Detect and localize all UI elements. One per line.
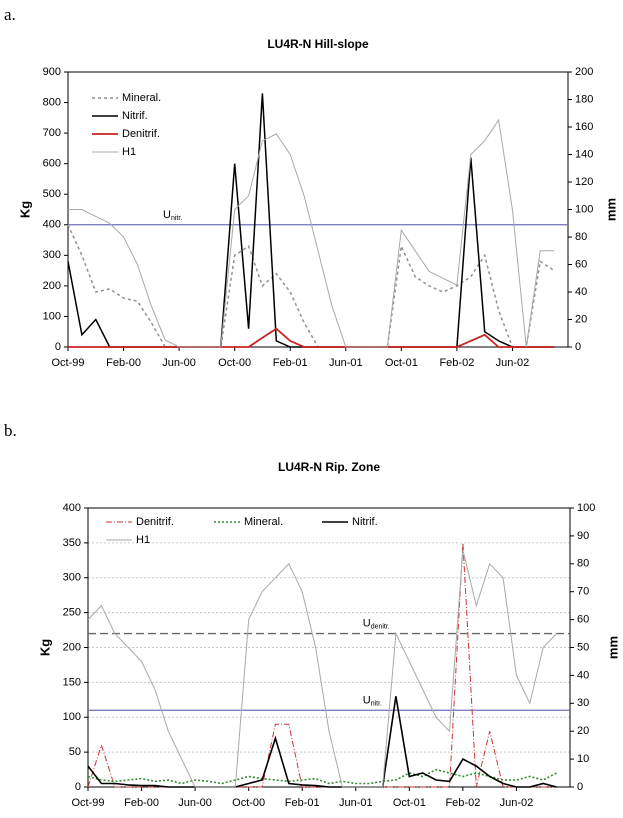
y-tick-label: 700 (43, 127, 61, 139)
reference-label-sub: nitr. (371, 700, 382, 707)
series-line (68, 327, 555, 348)
y2-tick-label: 80 (577, 558, 589, 570)
x-tick-label: Jun-02 (496, 357, 530, 369)
x-tick-label: Feb-00 (106, 357, 141, 369)
y-tick-label: 900 (43, 66, 61, 78)
y-tick-label: 50 (69, 746, 81, 758)
y-tick-label: 400 (63, 502, 81, 514)
y2-tick-label: 100 (577, 502, 595, 514)
legend-label: Mineral. (244, 516, 283, 528)
x-tick-label: Jun-00 (178, 797, 212, 809)
series-line (87, 768, 557, 785)
y2-tick-label: 30 (577, 697, 589, 709)
series-line (87, 696, 557, 788)
y2-tick-label: 0 (577, 781, 583, 793)
y2-tick-label: 160 (575, 121, 593, 133)
y-tick-label: 100 (63, 711, 81, 723)
legend-label: Denitrif. (136, 516, 174, 528)
x-tick-label: Feb-02 (439, 357, 474, 369)
y2-tick-label: 40 (577, 669, 589, 681)
y-tick-label: 150 (63, 676, 81, 688)
y-tick-label: 300 (43, 249, 61, 261)
y2-tick-label: 20 (577, 725, 589, 737)
reference-label: Udenitr. (363, 617, 390, 630)
y-tick-label: 350 (63, 537, 81, 549)
x-tick-label: Feb-01 (273, 357, 308, 369)
y2-axis-label: mm (603, 198, 618, 221)
y-tick-label: 0 (75, 781, 81, 793)
y2-tick-label: 70 (577, 586, 589, 598)
reference-label-sub: denitr. (371, 623, 390, 630)
x-tick-label: Feb-01 (285, 797, 320, 809)
chart-title: LU4R-N Rip. Zone (278, 460, 380, 474)
y2-tick-label: 20 (575, 313, 587, 325)
y-axis-label: Kg (17, 201, 32, 218)
reference-label-main: U (363, 694, 371, 706)
x-tick-label: Oct-99 (51, 357, 84, 369)
y2-tick-label: 60 (575, 258, 587, 270)
legend-label: H1 (122, 146, 136, 158)
legend-label: H1 (136, 534, 150, 546)
y2-tick-label: 80 (575, 231, 587, 243)
x-tick-label: Feb-00 (124, 797, 159, 809)
reference-label: Unitr. (363, 694, 382, 707)
series-line (68, 118, 555, 348)
y-tick-label: 500 (43, 188, 61, 200)
y2-tick-label: 0 (575, 341, 581, 353)
y2-tick-label: 180 (575, 93, 593, 105)
y-tick-label: 800 (43, 96, 61, 108)
y-tick-label: 0 (55, 341, 61, 353)
x-tick-label: Oct-00 (218, 357, 251, 369)
series-line (67, 224, 555, 348)
y2-tick-label: 10 (577, 753, 589, 765)
panel-label: b. (4, 421, 17, 440)
x-tick-label: Jun-01 (329, 357, 363, 369)
y2-axis-label: mm (605, 636, 620, 659)
y2-tick-label: 200 (575, 66, 593, 78)
y2-tick-label: 100 (575, 203, 593, 215)
y2-tick-label: 120 (575, 176, 593, 188)
reference-label-main: U (163, 209, 171, 221)
x-tick-label: Oct-01 (393, 797, 426, 809)
series-line (87, 542, 557, 788)
y2-tick-label: 60 (577, 614, 589, 626)
x-tick-label: Jun-00 (162, 357, 196, 369)
y2-tick-label: 40 (575, 286, 587, 298)
y-tick-label: 600 (43, 158, 61, 170)
y2-tick-label: 140 (575, 148, 593, 160)
legend-label: Nitrif. (122, 110, 148, 122)
y2-tick-label: 90 (577, 530, 589, 542)
y-tick-label: 400 (43, 219, 61, 231)
reference-label: Unitr. (163, 209, 182, 222)
legend-label: Nitrif. (352, 516, 378, 528)
y-tick-label: 100 (43, 310, 61, 322)
y-axis-label: Kg (37, 639, 52, 656)
y-tick-label: 200 (63, 641, 81, 653)
panel-label: a. (4, 5, 16, 24)
series-line (87, 549, 557, 788)
reference-label-sub: nitr. (171, 215, 182, 222)
reference-label-main: U (363, 617, 371, 629)
y-tick-label: 300 (63, 572, 81, 584)
legend-label: Denitrif. (122, 128, 160, 140)
y2-tick-label: 50 (577, 641, 589, 653)
y-tick-label: 250 (63, 607, 81, 619)
legend-label: Mineral. (122, 92, 161, 104)
chart-title: LU4R-N Hill-slope (267, 37, 369, 51)
y-tick-label: 200 (43, 280, 61, 292)
x-tick-label: Oct-01 (385, 357, 418, 369)
x-tick-label: Feb-02 (445, 797, 480, 809)
x-tick-label: Jun-02 (500, 797, 534, 809)
x-tick-label: Oct-99 (71, 797, 104, 809)
x-tick-label: Oct-00 (232, 797, 265, 809)
x-tick-label: Jun-01 (339, 797, 373, 809)
